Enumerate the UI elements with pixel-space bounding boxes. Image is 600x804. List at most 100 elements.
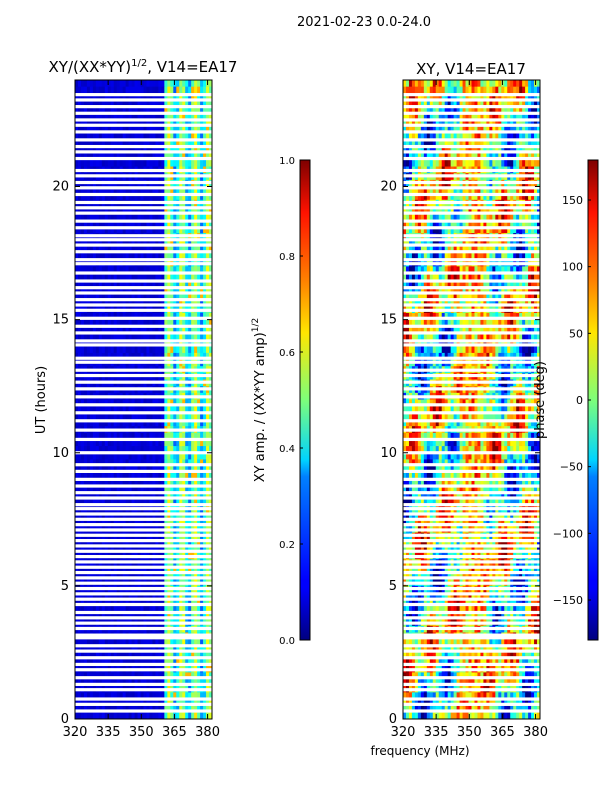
amplitude-flagged-row bbox=[75, 361, 212, 364]
phase-heat-cell bbox=[525, 87, 528, 94]
amplitude-heat-cell bbox=[203, 712, 206, 719]
amplitude-heat-cell bbox=[129, 87, 132, 94]
phase-heat-cell bbox=[489, 80, 492, 87]
phase-heat-cell bbox=[486, 80, 489, 87]
amplitude-x-tick-label: 335 bbox=[96, 725, 121, 740]
amplitude-flagged-row bbox=[75, 411, 212, 414]
amplitude-colorbar-tick-label: 0.8 bbox=[279, 252, 295, 263]
amplitude-heat-cell bbox=[75, 160, 78, 167]
phase-heat-cell bbox=[454, 87, 457, 94]
phase-heat-cell bbox=[433, 87, 436, 94]
amplitude-heat-cell bbox=[135, 346, 138, 353]
phase-heat-cell bbox=[477, 87, 480, 94]
amplitude-heat-cell bbox=[111, 80, 114, 87]
amplitude-flagged-row bbox=[75, 271, 212, 274]
phase-heat-cell bbox=[457, 87, 460, 94]
amplitude-heat-cell bbox=[188, 160, 191, 167]
amplitude-heat-cell bbox=[87, 160, 90, 167]
phase-heat-cell bbox=[483, 80, 486, 87]
amplitude-heat-cell bbox=[167, 160, 170, 167]
amplitude-heat-cell bbox=[185, 712, 188, 719]
amplitude-heat-cell bbox=[155, 346, 158, 353]
amplitude-heat-cell bbox=[120, 346, 123, 353]
phase-heat-cell bbox=[445, 87, 448, 94]
amplitude-heat-cell bbox=[111, 712, 114, 719]
amplitude-y-tick-label: 5 bbox=[61, 579, 69, 594]
amplitude-y-axis-label: UT (hours) bbox=[34, 366, 49, 434]
amplitude-heat-cell bbox=[123, 80, 126, 87]
amplitude-heat-cell bbox=[149, 87, 152, 94]
phase-heat-cell bbox=[460, 80, 463, 87]
amplitude-flagged-row bbox=[75, 105, 212, 108]
amplitude-heat-cell bbox=[75, 346, 78, 353]
amplitude-heat-cell bbox=[164, 87, 167, 94]
phase-heat-cell bbox=[451, 80, 454, 87]
phase-heat-cell bbox=[510, 87, 513, 94]
amplitude-flagged-row bbox=[75, 145, 212, 148]
amplitude-heat-cell bbox=[176, 87, 179, 94]
amplitude-flagged-row bbox=[75, 676, 212, 679]
amplitude-heat-cell bbox=[102, 346, 105, 353]
phase-heat-cell bbox=[501, 87, 504, 94]
amplitude-heat-cell bbox=[164, 712, 167, 719]
amplitude-heat-cell bbox=[117, 80, 120, 87]
amplitude-flagged-row bbox=[75, 193, 212, 196]
amplitude-heat-cell bbox=[161, 80, 164, 87]
amplitude-heat-cell bbox=[164, 160, 167, 167]
amplitude-heat-cell bbox=[155, 80, 158, 87]
amplitude-heat-cell bbox=[138, 346, 141, 353]
amplitude-heat-cell bbox=[111, 346, 114, 353]
amplitude-heat-cell bbox=[188, 80, 191, 87]
amplitude-flagged-row bbox=[75, 598, 212, 601]
amplitude-flagged-row bbox=[75, 697, 212, 700]
phase-heat-cell bbox=[474, 87, 477, 94]
amplitude-title-main: XY/(XX*YY) bbox=[49, 58, 132, 76]
amplitude-heat-cell bbox=[96, 80, 99, 87]
phase-heat-cell bbox=[531, 80, 534, 87]
amplitude-heat-cell bbox=[120, 80, 123, 87]
amplitude-flagged-row bbox=[75, 243, 212, 246]
phase-heat-cell bbox=[507, 87, 510, 94]
amplitude-flagged-row bbox=[75, 220, 212, 223]
amplitude-heat-cell bbox=[135, 160, 138, 167]
amplitude-heat-cell bbox=[182, 346, 185, 353]
phase-heat-cell bbox=[516, 80, 519, 87]
amplitude-heat-cell bbox=[200, 346, 203, 353]
amplitude-flagged-row bbox=[75, 555, 212, 558]
amplitude-heat-cell bbox=[197, 160, 200, 167]
amplitude-heat-cell bbox=[84, 87, 87, 94]
amplitude-flagged-row bbox=[75, 234, 212, 237]
amplitude-heat-cell bbox=[102, 80, 105, 87]
amplitude-colorbar-label-sup: 1/2 bbox=[251, 318, 261, 332]
amplitude-heat-cell bbox=[146, 712, 149, 719]
amplitude-flagged-row bbox=[75, 238, 212, 241]
phase-heat-cell bbox=[406, 80, 409, 87]
amplitude-colorbar-tick-label: 0.0 bbox=[279, 636, 295, 647]
figure-suptitle: 2021-02-23 0.0-24.0 bbox=[297, 15, 431, 30]
phase-heat-cell bbox=[495, 87, 498, 94]
phase-heat-cell bbox=[439, 80, 442, 87]
amplitude-heat-cell bbox=[188, 346, 191, 353]
amplitude-flagged-row bbox=[75, 369, 212, 372]
amplitude-flagged-row bbox=[75, 150, 212, 153]
amplitude-title-suffix: , V14=EA17 bbox=[147, 58, 237, 76]
amplitude-flagged-row bbox=[75, 181, 212, 184]
phase-heat-cell bbox=[430, 87, 433, 94]
amplitude-colorbar: 0.00.20.40.60.81.0 XY amp. / (XX*YY amp)… bbox=[251, 156, 310, 647]
amplitude-heat-cell bbox=[87, 87, 90, 94]
amplitude-flagged-row bbox=[75, 291, 212, 294]
amplitude-heat-cell bbox=[132, 87, 135, 94]
amplitude-flagged-row bbox=[75, 703, 212, 706]
amplitude-heat-cell bbox=[194, 87, 197, 94]
amplitude-heat-cell bbox=[176, 712, 179, 719]
amplitude-flagged-row bbox=[75, 112, 212, 115]
amplitude-heat-cell bbox=[158, 160, 161, 167]
amplitude-heat-cell bbox=[99, 346, 102, 353]
amplitude-heat-cell bbox=[81, 346, 84, 353]
amplitude-heat-cell bbox=[84, 346, 87, 353]
amplitude-heat-cell bbox=[179, 712, 182, 719]
amplitude-heat-cell bbox=[123, 346, 126, 353]
amplitude-flagged-row bbox=[75, 387, 212, 390]
phase-heat-cell bbox=[445, 80, 448, 87]
amplitude-flagged-row bbox=[75, 592, 212, 595]
